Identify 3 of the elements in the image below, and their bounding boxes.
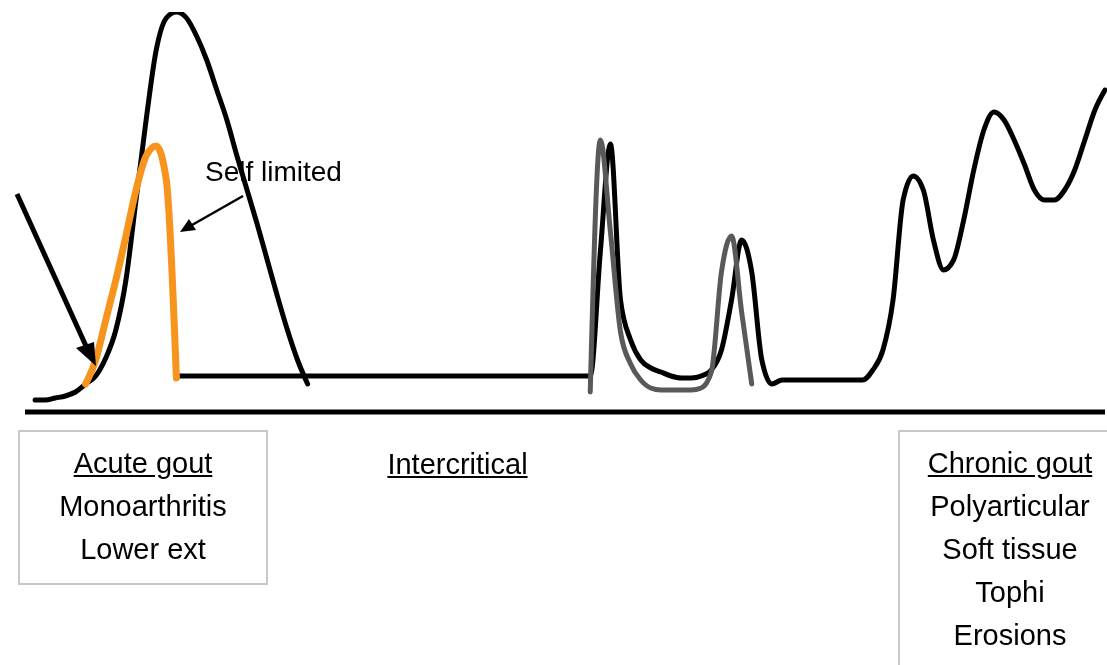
text: Intercritical [386, 447, 529, 482]
text: Chronic gout Polyarticular Soft tissue Tophi Erosions [926, 446, 1094, 653]
text: Acute gout Monoarthritis Lower ext [58, 446, 228, 567]
